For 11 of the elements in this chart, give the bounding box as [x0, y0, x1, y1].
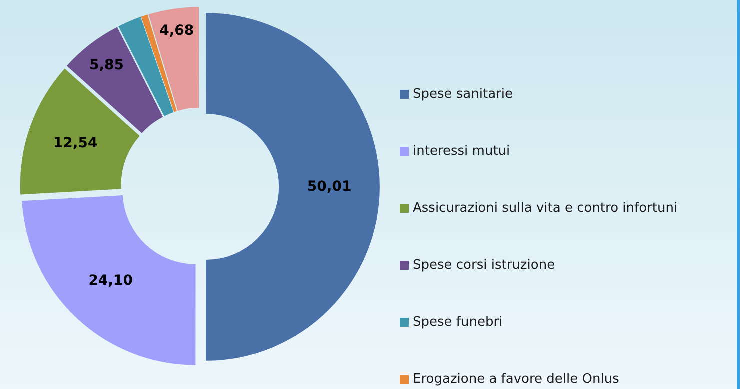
legend-label: Spese corsi istruzione [413, 258, 556, 273]
legend-label: Assicurazioni sulla vita e contro infortuni [413, 201, 678, 216]
data-label: 50,01 [307, 179, 352, 196]
data-label: 4,68 [160, 22, 194, 39]
data-label: 5,85 [89, 58, 124, 74]
legend-label: interessi mutui [413, 144, 510, 159]
legend-label: Erogazione a favore delle Onlus [413, 372, 620, 387]
legend-label: Spese funebri [413, 315, 503, 330]
data-label: 24,10 [88, 273, 134, 290]
legend-label: Spese sanitarie [413, 87, 514, 102]
data-label: 12,54 [53, 135, 98, 152]
